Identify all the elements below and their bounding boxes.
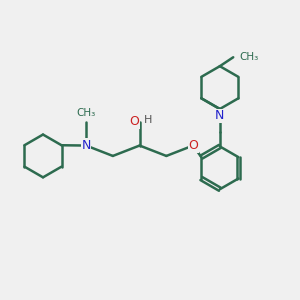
Text: CH₃: CH₃: [240, 52, 259, 62]
Text: N: N: [81, 139, 91, 152]
Text: H: H: [144, 115, 152, 125]
Text: CH₃: CH₃: [76, 108, 96, 118]
Text: O: O: [130, 115, 140, 128]
Text: N: N: [215, 109, 224, 122]
Text: O: O: [188, 139, 198, 152]
